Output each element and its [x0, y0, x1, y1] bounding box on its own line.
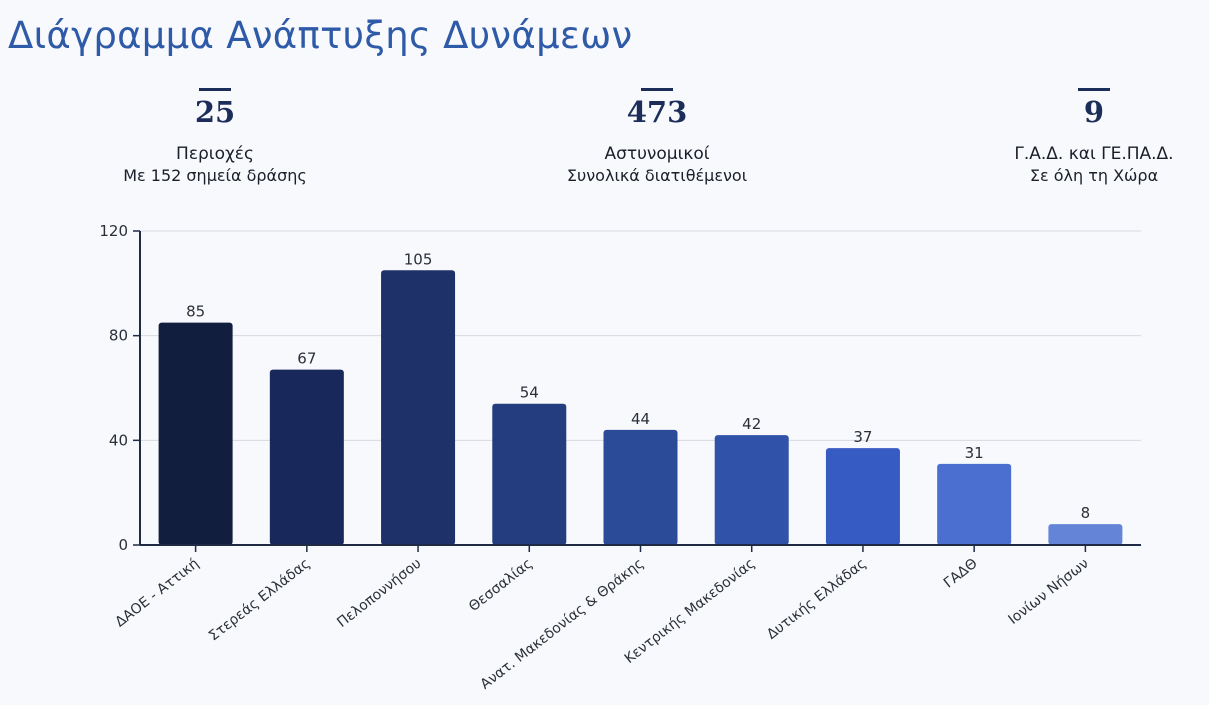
x-tick-label: Δυτικής Ελλάδας [764, 556, 869, 643]
data-label: 85 [186, 303, 205, 321]
data-label: 42 [742, 415, 761, 433]
x-tick-label: Κεντρικής Μακεδονίας [622, 556, 758, 668]
stat-officers: 473 Αστυνομικοί Συνολικά διατιθέμενοι [497, 88, 817, 187]
x-tick-label: Στερεάς Ελλάδας [206, 556, 313, 645]
y-tick-label: 40 [109, 431, 128, 449]
stat-directorates: 9 Γ.Α.Δ. και ΓΕ.ΠΑ.Δ. Σε όλη τη Χώρα [934, 88, 1209, 187]
bar [492, 403, 567, 545]
bar [269, 369, 344, 545]
x-tick-label: Ιονίων Νήσων [1006, 555, 1092, 627]
x-tick-label: ΓΑΔΘ [941, 556, 981, 592]
y-tick-label: 120 [99, 222, 128, 240]
data-label: 54 [520, 384, 539, 402]
data-label: 8 [1081, 504, 1091, 522]
stat-value: 25 [194, 95, 236, 129]
stat-regions: 25 Περιοχές Με 152 σημεία δράσης [55, 88, 375, 187]
data-label: 37 [853, 428, 872, 446]
x-tick-label: Θεσσαλίας [466, 556, 536, 615]
data-label: 67 [297, 350, 316, 368]
data-label: 44 [631, 410, 650, 428]
bar [603, 429, 678, 545]
bar [825, 448, 900, 545]
bar [158, 322, 233, 545]
page-title: Διάγραμμα Ανάπτυξης Δυνάμεων [8, 14, 633, 57]
stat-sublabel: Σε όλη τη Χώρα [1029, 166, 1159, 185]
x-tick-label: Πελοποννήσου [334, 556, 424, 631]
stat-divider [199, 88, 231, 91]
stat-sublabel: Με 152 σημεία δράσης [123, 166, 307, 185]
y-tick-label: 0 [118, 536, 128, 554]
data-label: 31 [965, 444, 984, 462]
stat-label: Περιοχές [176, 144, 254, 164]
bar [381, 270, 456, 545]
x-tick-label: ΔΑΟΕ - Αττική [112, 556, 202, 631]
bar [714, 435, 789, 545]
stat-label: Γ.Α.Δ. και ΓΕ.ΠΑ.Δ. [1014, 144, 1174, 164]
y-tick-label: 80 [109, 327, 128, 345]
data-label: 105 [404, 250, 433, 268]
stat-value: 473 [626, 95, 688, 129]
stat-divider [641, 88, 673, 91]
bar [1048, 524, 1123, 545]
stat-sublabel: Συνολικά διατιθέμενοι [566, 166, 748, 185]
bar [937, 463, 1012, 545]
stat-value: 9 [1083, 95, 1105, 129]
stat-divider [1078, 88, 1110, 91]
stat-label: Αστυνομικοί [604, 144, 710, 164]
